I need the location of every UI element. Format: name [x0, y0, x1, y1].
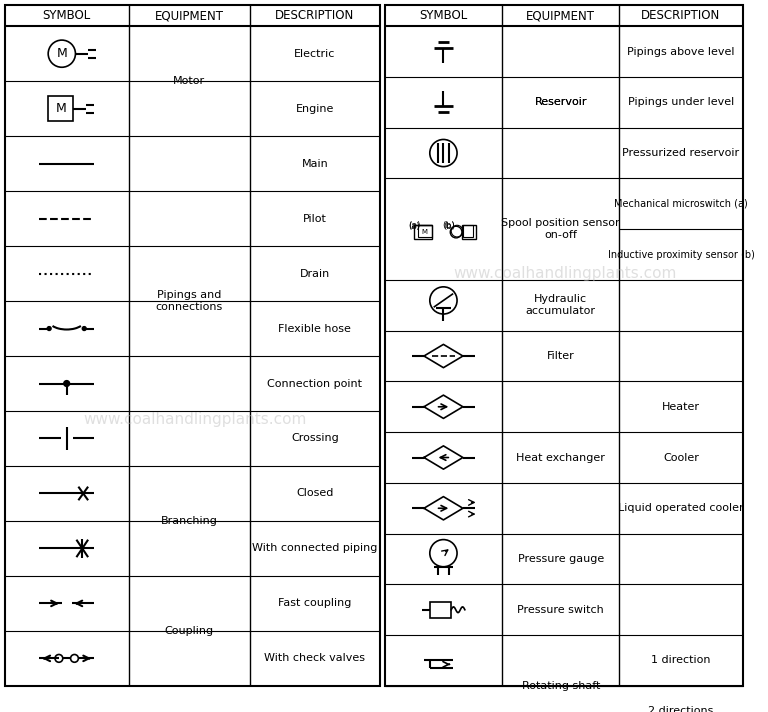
Text: M: M	[421, 229, 427, 235]
Text: Mechanical microswitch (a): Mechanical microswitch (a)	[614, 199, 748, 209]
Text: Liquid operated cooler: Liquid operated cooler	[618, 503, 743, 513]
Circle shape	[64, 381, 70, 387]
Text: (a): (a)	[408, 221, 420, 230]
Bar	[418, 225, 432, 237]
Text: With connected piping: With connected piping	[252, 543, 378, 553]
Text: Hydraulic
accumulator: Hydraulic accumulator	[526, 295, 596, 316]
Text: Flexible hose: Flexible hose	[279, 323, 352, 333]
Text: Pressure gauge: Pressure gauge	[518, 554, 604, 564]
Circle shape	[47, 327, 51, 330]
Text: Motor: Motor	[174, 76, 205, 86]
Text: DESCRIPTION: DESCRIPTION	[275, 9, 355, 22]
Text: EQUIPMENT: EQUIPMENT	[155, 9, 223, 22]
Text: Reservoir: Reservoir	[535, 98, 587, 108]
Text: www.coalhandlingplants.com: www.coalhandlingplants.com	[83, 412, 306, 426]
Bar	[462, 225, 475, 239]
Bar	[430, 602, 452, 617]
Text: Inductive proximity sensor (b): Inductive proximity sensor (b)	[607, 249, 754, 260]
Text: Drain: Drain	[300, 268, 330, 278]
Text: Branching: Branching	[161, 516, 218, 526]
Bar	[48, 96, 74, 121]
Text: Closed: Closed	[296, 488, 333, 498]
Text: SYMBOL: SYMBOL	[419, 9, 468, 22]
Circle shape	[82, 327, 86, 330]
Text: www.coalhandlingplants.com: www.coalhandlingplants.com	[453, 266, 677, 281]
Text: (a): (a)	[409, 221, 420, 231]
Text: (b): (b)	[442, 221, 455, 230]
Text: Pressurized reservoir: Pressurized reservoir	[622, 148, 740, 158]
Text: 2 directions: 2 directions	[648, 706, 713, 712]
Text: M: M	[55, 102, 66, 115]
Bar	[414, 225, 432, 239]
Text: Cooler: Cooler	[663, 453, 699, 463]
Text: Pipings under level: Pipings under level	[628, 98, 734, 108]
Text: Fast coupling: Fast coupling	[278, 598, 352, 608]
Text: 1 direction: 1 direction	[651, 656, 710, 666]
Text: With check valves: With check valves	[264, 654, 366, 664]
Text: Pipings and
connections: Pipings and connections	[156, 290, 223, 312]
Text: Filter: Filter	[547, 351, 574, 361]
Text: Reservoir: Reservoir	[535, 98, 587, 108]
Text: Coupling: Coupling	[165, 626, 214, 636]
Text: EQUIPMENT: EQUIPMENT	[526, 9, 595, 22]
Text: Spool position sensor
on-off: Spool position sensor on-off	[502, 219, 620, 240]
Text: Crossing: Crossing	[291, 434, 339, 444]
Text: Rotating shaft: Rotating shaft	[521, 681, 600, 691]
Bar	[385, 5, 743, 686]
Text: Heat exchanger: Heat exchanger	[516, 453, 605, 463]
Text: Pipings above level: Pipings above level	[627, 46, 735, 56]
Text: DESCRIPTION: DESCRIPTION	[641, 9, 720, 22]
Text: Pressure switch: Pressure switch	[518, 604, 604, 614]
Text: Main: Main	[302, 159, 328, 169]
Text: Electric: Electric	[294, 48, 336, 58]
Bar	[463, 225, 472, 237]
Text: M: M	[56, 47, 67, 61]
Text: Pilot: Pilot	[303, 214, 327, 224]
Bar	[5, 5, 379, 686]
Text: (b): (b)	[443, 221, 455, 231]
Text: Engine: Engine	[296, 104, 334, 114]
Text: Heater: Heater	[662, 402, 700, 412]
Text: SYMBOL: SYMBOL	[42, 9, 91, 22]
Text: Connection point: Connection point	[267, 379, 362, 389]
